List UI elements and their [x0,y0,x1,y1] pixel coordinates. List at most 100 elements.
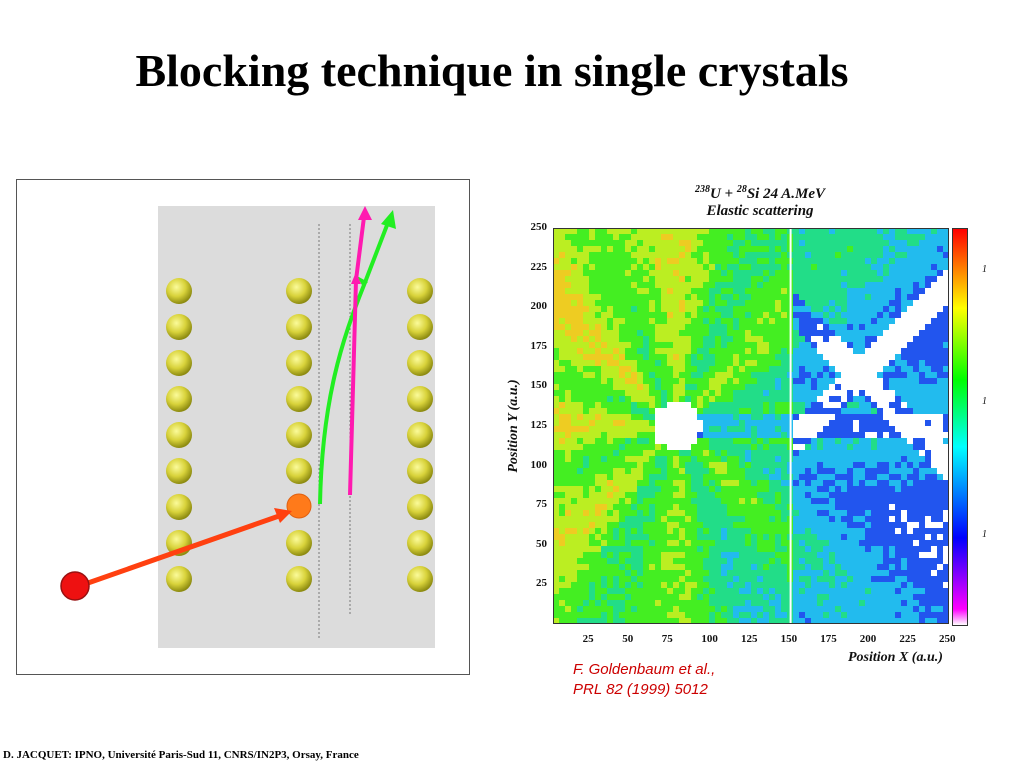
heatmap-cell [685,558,692,565]
heatmap-cell [661,618,668,624]
heatmap-cell [739,234,746,241]
heatmap-cell [775,468,782,475]
heatmap-cell [931,588,938,595]
heatmap-cell [739,588,746,595]
heatmap-cell [919,438,926,445]
heatmap-cell [805,558,812,565]
heatmap-cell [661,456,668,463]
heatmap-cell [835,282,842,289]
heatmap-cell [901,348,908,355]
heatmap-cell [577,582,584,589]
heatmap-cell [757,342,764,349]
heatmap-cell [667,354,674,361]
heatmap-cell [709,336,716,343]
heatmap-cell [925,618,932,624]
heatmap-cell [721,618,728,624]
atom [166,494,192,520]
heatmap-cell [931,594,938,601]
heatmap-cell [847,276,854,283]
heatmap-cell [793,588,800,595]
heatmap-cell [841,564,848,571]
heatmap-cell [769,594,776,601]
heatmap-cell [655,570,662,577]
heatmap-cell [823,528,830,535]
heatmap-cell [919,390,926,397]
heatmap-cell [853,546,860,553]
heatmap-cell [757,474,764,481]
heatmap-cell [799,582,806,589]
heatmap-cell [601,558,608,565]
heatmap-cell [589,294,596,301]
heatmap-cell [571,612,578,619]
heatmap-cell [925,582,932,589]
heatmap-cell [577,564,584,571]
heatmap-cell [589,522,596,529]
heatmap-cell [583,564,590,571]
heatmap-cell [931,270,938,277]
heatmap-cell [853,414,860,421]
heatmap-cell [793,468,800,475]
heatmap-cell [925,402,932,409]
heatmap-cell [919,480,926,487]
heatmap-cell [895,522,902,529]
projectile [60,571,90,601]
heatmap-cell [775,450,782,457]
heatmap-cell [907,384,914,391]
heatmap-cell [829,462,836,469]
heatmap-cell [703,420,710,427]
heatmap-cell [865,438,872,445]
heatmap-cell [925,504,932,511]
heatmap-cell [643,450,650,457]
heatmap-cell [943,486,949,493]
heatmap-cell [721,486,728,493]
heatmap-cell [637,324,644,331]
heatmap-cell [607,234,614,241]
heatmap-cell [829,444,836,451]
heatmap-cell [829,300,836,307]
heatmap-cell [619,516,626,523]
heatmap-cell [733,276,740,283]
heatmap-cell [895,324,902,331]
heatmap-cell [769,510,776,517]
heatmap-cell [871,582,878,589]
x-tick-label: 75 [661,633,673,645]
heatmap-cell [565,462,572,469]
heatmap-cell [793,252,800,259]
heatmap-cell [607,600,614,607]
heatmap-cell [721,528,728,535]
heatmap-cell [823,366,830,373]
heatmap-cell [727,480,734,487]
heatmap-cell [661,228,668,235]
heatmap-cell [691,570,698,577]
heatmap-cell [715,384,722,391]
heatmap-cell [865,408,872,415]
heatmap-cell [829,516,836,523]
heatmap-cell [769,246,776,253]
heatmap-cell [733,396,740,403]
heatmap-cell [781,282,788,289]
heatmap-cell [889,492,896,499]
heatmap-cell [703,306,710,313]
heatmap-cell [781,480,788,487]
heatmap-cell [733,510,740,517]
heatmap-cell [907,456,914,463]
heatmap-cell [595,276,602,283]
heatmap-cell [661,390,668,397]
heatmap-cell [781,450,788,457]
heatmap-cell [793,498,800,505]
heatmap-cell [805,546,812,553]
heatmap-cell [619,246,626,253]
heatmap-cell [619,558,626,565]
heatmap-cell [715,330,722,337]
heatmap-cell [847,576,854,583]
heatmap-cell [613,450,620,457]
heatmap-cell [709,594,716,601]
heatmap-cell [565,306,572,313]
heatmap-cell [871,558,878,565]
heatmap-cell [565,438,572,445]
heatmap-cell [715,354,722,361]
heatmap-cell [607,528,614,535]
heatmap-cell [679,246,686,253]
heatmap-cell [679,324,686,331]
heatmap-cell [889,582,896,589]
